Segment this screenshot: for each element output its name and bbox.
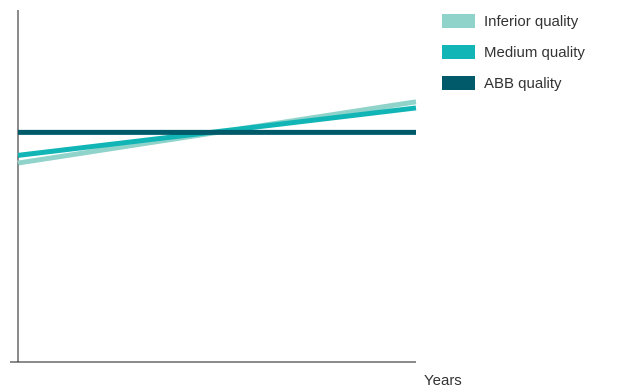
legend-label-abb-quality: ABB quality [484, 74, 562, 92]
legend-swatch-inferior-quality [442, 14, 475, 28]
legend-item-abb-quality: ABB quality [442, 70, 585, 96]
series-layer [17, 99, 417, 166]
legend: Inferior quality Medium quality ABB qual… [442, 8, 585, 101]
x-axis-label: Years [424, 372, 462, 389]
legend-item-medium-quality: Medium quality [442, 39, 585, 65]
legend-label-medium-quality: Medium quality [484, 43, 585, 61]
legend-item-inferior-quality: Inferior quality [442, 8, 585, 34]
legend-label-inferior-quality: Inferior quality [484, 12, 579, 30]
legend-swatch-medium-quality [442, 45, 475, 59]
legend-swatch-abb-quality [442, 76, 475, 90]
